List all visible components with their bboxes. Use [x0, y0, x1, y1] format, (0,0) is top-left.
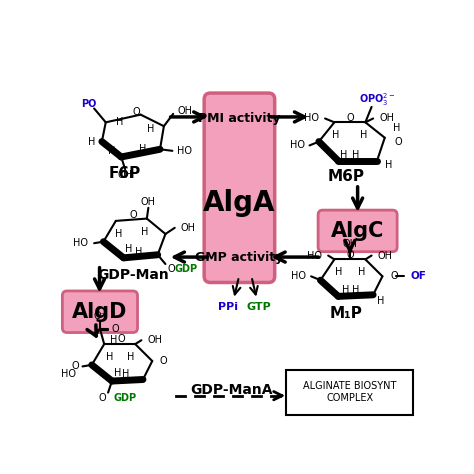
Text: H: H: [110, 335, 117, 345]
Text: OH: OH: [342, 239, 357, 249]
Text: GDP-ManA: GDP-ManA: [190, 383, 273, 397]
Text: O: O: [118, 335, 125, 345]
Text: O: O: [112, 325, 119, 335]
Text: M₁P: M₁P: [329, 306, 363, 321]
Text: HO: HO: [292, 271, 307, 282]
Text: H: H: [106, 352, 113, 362]
Text: O: O: [129, 210, 137, 220]
Text: H: H: [332, 130, 339, 140]
Text: PO: PO: [81, 99, 96, 109]
Text: OH: OH: [178, 106, 193, 116]
Text: OH: OH: [118, 171, 133, 181]
Text: H: H: [360, 130, 367, 140]
Text: O⁻: O⁻: [94, 311, 107, 321]
Text: H: H: [114, 367, 121, 378]
Text: M6P: M6P: [328, 169, 365, 184]
Text: GTP: GTP: [247, 302, 272, 312]
Text: OH: OH: [379, 113, 394, 124]
FancyBboxPatch shape: [286, 370, 413, 415]
Text: HO: HO: [304, 113, 319, 124]
Text: PMI activity: PMI activity: [198, 112, 281, 125]
Text: O: O: [346, 250, 354, 260]
Text: HO: HO: [290, 140, 305, 150]
Text: HO: HO: [177, 146, 192, 156]
Text: O: O: [168, 264, 175, 273]
Text: OPO$_3^{2-}$: OPO$_3^{2-}$: [359, 91, 395, 108]
FancyBboxPatch shape: [318, 210, 397, 252]
Text: OH: OH: [181, 223, 196, 233]
Text: H: H: [377, 296, 384, 306]
Text: H: H: [108, 146, 116, 156]
Text: GDP-Man: GDP-Man: [97, 268, 169, 282]
Text: OH: OH: [147, 335, 163, 345]
Text: PPi: PPi: [218, 302, 238, 312]
Text: H: H: [88, 137, 96, 146]
Text: OH: OH: [141, 197, 156, 208]
Text: H: H: [147, 124, 155, 134]
Text: H: H: [141, 227, 148, 237]
Text: H: H: [127, 352, 134, 362]
Text: HO: HO: [73, 238, 88, 248]
Text: AlgC: AlgC: [331, 221, 384, 241]
Text: O: O: [98, 393, 106, 403]
Text: GDP: GDP: [175, 264, 198, 273]
Text: HO: HO: [61, 369, 76, 379]
Text: HO: HO: [307, 251, 322, 261]
Text: H: H: [139, 144, 146, 154]
Text: H: H: [115, 229, 123, 239]
Text: H: H: [136, 246, 143, 257]
Text: H: H: [385, 160, 392, 170]
Text: ALGINATE BIOSYNT: ALGINATE BIOSYNT: [303, 381, 397, 391]
Text: GMP activity: GMP activity: [195, 251, 283, 264]
Text: O: O: [71, 361, 79, 372]
Text: O: O: [394, 137, 401, 146]
Text: AlgD: AlgD: [72, 302, 128, 322]
Text: H: H: [358, 267, 365, 277]
Text: OF: OF: [410, 271, 426, 282]
Text: AlgA: AlgA: [203, 189, 276, 217]
Text: H: H: [340, 150, 347, 160]
FancyBboxPatch shape: [63, 291, 137, 333]
Text: COMPLEX: COMPLEX: [326, 393, 374, 403]
Text: O: O: [390, 271, 398, 282]
FancyBboxPatch shape: [204, 93, 275, 283]
Text: H: H: [352, 285, 360, 295]
Text: H: H: [125, 245, 133, 255]
Text: H: H: [392, 124, 400, 134]
Text: O: O: [160, 356, 168, 366]
Text: H: H: [122, 369, 129, 379]
Text: H: H: [342, 285, 350, 295]
Text: O: O: [346, 113, 354, 124]
Text: H: H: [352, 150, 360, 160]
Text: H: H: [335, 267, 342, 277]
Text: H: H: [116, 117, 123, 127]
Text: O: O: [133, 107, 141, 118]
Text: OH: OH: [377, 251, 392, 261]
Text: GDP: GDP: [113, 393, 137, 403]
Text: F6P: F6P: [109, 166, 141, 182]
